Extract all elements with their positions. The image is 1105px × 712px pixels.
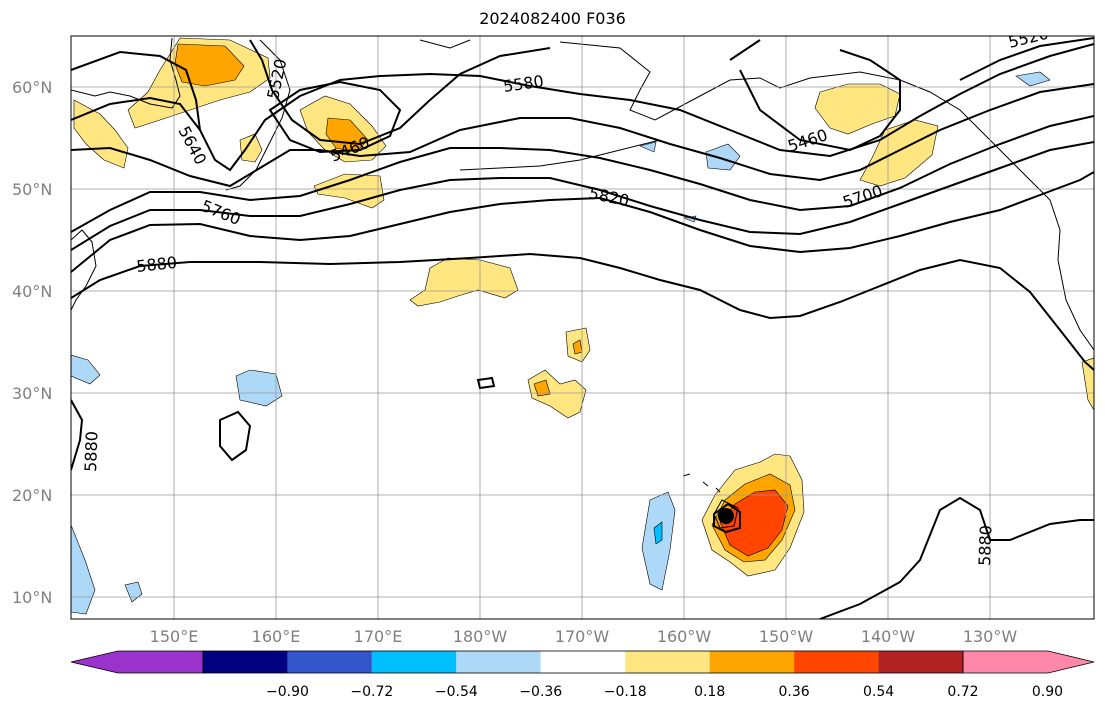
coast-aleutians — [459, 139, 661, 171]
lon-label: 170°E — [354, 627, 403, 646]
lon-label: 160°W — [657, 627, 712, 646]
colorbar-tick-label: −0.90 — [266, 684, 309, 700]
colorbar-tick-label: 0.54 — [863, 684, 894, 700]
map-frame — [70, 35, 1095, 620]
colorbar-outline — [202, 650, 964, 674]
lon-label: 140°W — [861, 627, 916, 646]
colorbar-segment — [625, 651, 710, 673]
field-cyan — [653, 521, 663, 545]
colorbar-tick-label: 0.18 — [694, 684, 725, 700]
field-yellow — [1081, 357, 1094, 411]
colorbar-segment — [878, 651, 963, 673]
contour-ring-hurricane — [713, 502, 741, 534]
colorbar-tick-label: 0.90 — [1032, 684, 1063, 700]
field-blue — [1015, 71, 1051, 87]
field-yellow — [814, 83, 901, 135]
colorbar-arrow-left — [70, 650, 204, 674]
field-yellow — [239, 133, 263, 163]
colorbar-arrow-right — [962, 650, 1095, 674]
lon-label: 160°E — [252, 627, 301, 646]
contour-5880-se — [819, 496, 1094, 619]
field-yellow — [73, 99, 129, 169]
coast-kamchatka — [225, 39, 291, 191]
contour-5580 — [71, 43, 1094, 172]
colorbar-segment — [540, 651, 626, 673]
graticule — [71, 36, 1094, 619]
coast-namerica — [1049, 199, 1094, 351]
lat-label: 60°N — [12, 78, 52, 97]
colorbar-tick-label: −0.72 — [350, 684, 393, 700]
lon-label: 180°W — [453, 627, 508, 646]
colorbar-segment — [371, 651, 457, 673]
contour-5460-ak — [729, 39, 901, 152]
contour-5820 — [71, 171, 1094, 273]
lon-label: 150°E — [150, 627, 199, 646]
map-title: 2024082400 F036 — [479, 9, 626, 28]
height-contours — [71, 37, 1094, 619]
contour-5880-main — [71, 252, 1094, 371]
colorbar-segment — [794, 651, 879, 673]
contour-5520 — [71, 39, 551, 146]
field-red — [719, 489, 789, 557]
field-blue — [235, 369, 283, 407]
colorbar-segment — [203, 651, 288, 673]
field-blue — [639, 141, 657, 153]
contour-5520-ne — [959, 37, 1094, 81]
colorbar-segment — [287, 651, 372, 673]
colorbar-tick-label: −0.18 — [604, 684, 647, 700]
coast-asia — [71, 37, 181, 109]
latitude-labels: 60°N 50°N 40°N 30°N 20°N 10°N — [12, 78, 52, 607]
colorbar: −0.90 −0.72 −0.54 −0.36 −0.18 0.18 0.36 0.54 0.7… — [70, 650, 1095, 700]
contour-label: 5880 — [81, 431, 101, 472]
coast-japan — [71, 229, 97, 311]
lat-label: 10°N — [12, 588, 52, 607]
colorbar-tick-label: −0.36 — [519, 684, 562, 700]
longitude-labels: 150°E 160°E 170°E 180°W 170°W 160°W 150°… — [150, 627, 1018, 646]
storm-center-marker — [718, 508, 734, 524]
contour-ring-west — [219, 410, 252, 462]
map-area — [71, 36, 1094, 619]
colorbar-segment — [709, 651, 795, 673]
contour-5760 — [71, 141, 1094, 251]
lat-label: 20°N — [12, 486, 52, 505]
contour-5640 — [71, 83, 1094, 188]
contour-5460-low — [268, 80, 402, 154]
contour-ring-small — [476, 376, 496, 390]
colorbar-tick-label: 0.72 — [947, 684, 978, 700]
colorbar-segment — [456, 651, 541, 673]
lon-label: 150°W — [759, 627, 814, 646]
field-blue — [71, 354, 101, 385]
lat-label: 40°N — [12, 282, 52, 301]
shaded-fields — [71, 37, 1094, 615]
colorbar-tick-label: 0.36 — [779, 684, 810, 700]
contour-label: 5880 — [975, 525, 995, 566]
coast-hawaii — [682, 473, 739, 529]
contour-label: 5880 — [135, 253, 177, 276]
field-orange — [174, 43, 245, 87]
lon-label: 170°W — [555, 627, 610, 646]
field-orange — [533, 379, 551, 397]
lat-label: 50°N — [12, 180, 52, 199]
field-blue — [71, 524, 96, 615]
lon-label: 130°W — [963, 627, 1018, 646]
lat-label: 30°N — [12, 384, 52, 403]
contour-5880-sw — [71, 399, 84, 471]
colorbar-tick-label: −0.54 — [435, 684, 478, 700]
contour-5700 — [71, 115, 1094, 233]
